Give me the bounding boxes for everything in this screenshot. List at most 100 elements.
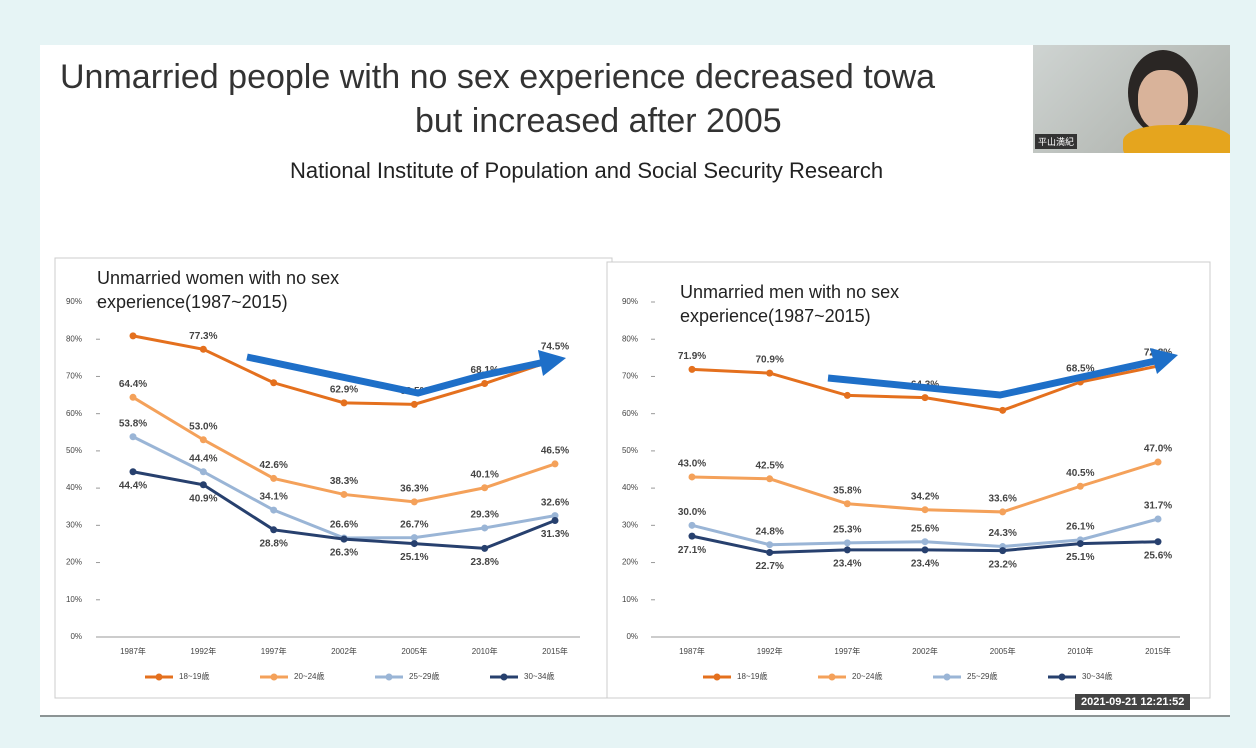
arrow (246, 353, 546, 397)
clothes (1123, 125, 1230, 153)
data-label: 34.1% (259, 492, 287, 503)
arrow-head (538, 350, 566, 376)
y-tick-label: 60% (66, 409, 82, 418)
data-label: 47.0% (1144, 444, 1172, 455)
legend-marker (500, 673, 508, 681)
trend-arrows (246, 348, 1178, 399)
point (688, 365, 696, 373)
point (129, 433, 137, 441)
x-tick-label: 1992年 (757, 646, 783, 656)
data-label: 33.6% (988, 494, 1016, 505)
legend-label: 25~29歳 (409, 671, 439, 681)
slide-subtitle: National Institute of Population and Soc… (290, 158, 884, 183)
legend-marker (1058, 673, 1066, 681)
point (481, 524, 489, 532)
y-tick-label: 40% (66, 483, 82, 492)
point (410, 540, 418, 548)
y-tick-label: 30% (622, 520, 638, 529)
x-tick-label: 1987年 (679, 646, 705, 656)
data-label: 44.4% (189, 453, 217, 464)
point (340, 399, 348, 407)
legend-marker (713, 673, 721, 681)
data-label: 64.4% (119, 379, 147, 390)
x-tick-label: 1987年 (120, 646, 146, 656)
point (1154, 538, 1162, 546)
point (551, 460, 559, 468)
legend-label: 25~29歳 (967, 671, 997, 681)
y-tick-label: 70% (66, 372, 82, 381)
legend-marker (828, 673, 836, 681)
y-tick-label: 10% (66, 595, 82, 604)
data-label: 43.0% (678, 459, 706, 470)
point (688, 532, 696, 540)
data-label: 26.3% (330, 548, 358, 559)
y-tick-label: 50% (66, 446, 82, 455)
point (843, 539, 851, 547)
point (410, 400, 418, 408)
x-tick-label: 2002年 (331, 646, 357, 656)
point (766, 549, 774, 557)
x-tick-label: 2002年 (912, 646, 938, 656)
legend-label: 20~24歳 (294, 671, 324, 681)
data-label: 40.9% (189, 493, 217, 504)
x-tick-label: 2005年 (990, 646, 1016, 656)
legend-label: 18~19歳 (179, 671, 209, 681)
data-label: 31.7% (1144, 501, 1172, 512)
data-label: 42.6% (259, 460, 287, 471)
point (843, 546, 851, 554)
point (999, 508, 1007, 516)
data-label: 68.1% (470, 365, 498, 376)
y-tick-label: 70% (622, 372, 638, 381)
point (481, 484, 489, 492)
point (921, 546, 929, 554)
data-label: 70.9% (755, 355, 783, 366)
point (270, 474, 278, 482)
y-tick-label: 90% (66, 297, 82, 306)
data-label: 25.1% (400, 552, 428, 563)
point (410, 498, 418, 506)
arrow-head (1150, 348, 1178, 374)
data-label: 35.8% (833, 485, 861, 496)
data-label: 27.1% (678, 545, 706, 556)
point (843, 500, 851, 508)
point (688, 473, 696, 481)
point (1076, 482, 1084, 490)
arrow (827, 356, 1161, 399)
point (551, 512, 559, 520)
point (481, 380, 489, 388)
data-label: 46.5% (541, 446, 569, 457)
point (1154, 458, 1162, 466)
data-label: 26.1% (1066, 521, 1094, 532)
webcam: 平山満紀 (1033, 45, 1230, 153)
legend-label: 18~19歳 (737, 671, 767, 681)
legend-label: 30~34歳 (524, 671, 554, 681)
data-label: 74.5% (541, 341, 569, 352)
data-label: 23.4% (833, 559, 861, 570)
point (999, 406, 1007, 414)
data-label: 68.5% (1066, 364, 1094, 375)
x-tick-label: 1997年 (834, 646, 860, 656)
point (688, 521, 696, 529)
point (129, 393, 137, 401)
chart-title: Unmarried women with no sex experience(1… (97, 268, 340, 312)
point (270, 506, 278, 514)
data-label: 22.7% (755, 561, 783, 572)
y-tick-label: 20% (66, 558, 82, 567)
y-tick-label: 80% (622, 334, 638, 343)
point (340, 535, 348, 543)
point (843, 391, 851, 399)
y-tick-label: 50% (622, 446, 638, 455)
data-label: 38.3% (330, 476, 358, 487)
data-label: 24.8% (755, 526, 783, 537)
webcam-name: 平山満紀 (1035, 134, 1078, 149)
y-tick-label: 0% (626, 632, 638, 641)
legend-label: 20~24歳 (852, 671, 882, 681)
point (1154, 515, 1162, 523)
x-tick-label: 2005年 (401, 646, 427, 656)
data-label: 53.0% (189, 421, 217, 432)
data-label: 28.8% (259, 538, 287, 549)
data-label: 26.7% (400, 519, 428, 530)
data-label: 29.3% (470, 510, 498, 521)
